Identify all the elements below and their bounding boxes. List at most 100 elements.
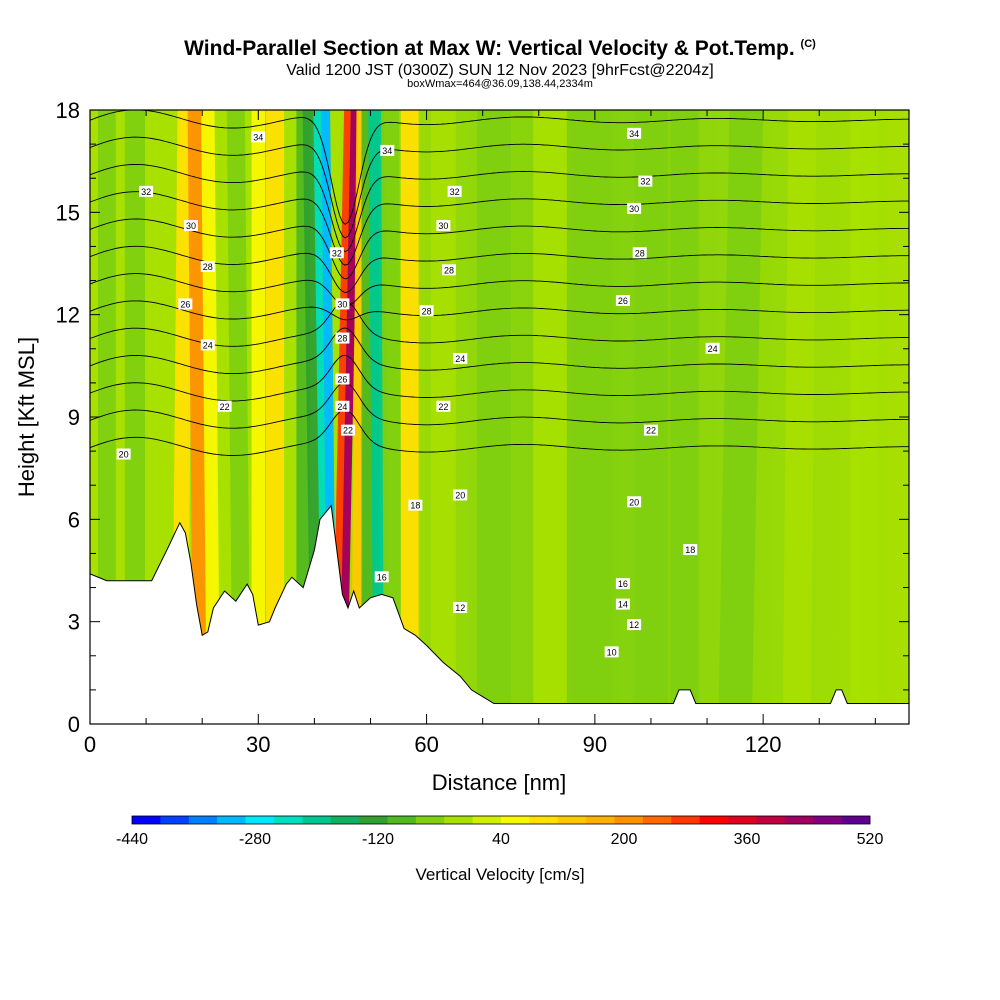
contour-label-24: 24 bbox=[200, 339, 215, 351]
contour-label-text: 32 bbox=[141, 187, 151, 197]
velocity-band bbox=[266, 110, 285, 724]
contour-label-text: 16 bbox=[377, 572, 387, 582]
colorbar-swatch bbox=[671, 816, 700, 824]
contour-label-bg bbox=[627, 202, 642, 214]
contour-label-12: 12 bbox=[453, 602, 468, 614]
colorbar-tick-label: -120 bbox=[362, 831, 394, 848]
contour-label-26: 26 bbox=[335, 373, 350, 385]
contour-label-18: 18 bbox=[683, 544, 698, 556]
contour-label-text: 18 bbox=[410, 501, 420, 511]
contour-label-bg bbox=[335, 332, 350, 344]
y-tick-label: 3 bbox=[68, 610, 80, 635]
y-tick-label: 12 bbox=[56, 303, 80, 328]
contour-label-34: 34 bbox=[380, 144, 395, 156]
colorbar-swatch bbox=[302, 816, 331, 824]
vertical-velocity-field bbox=[90, 110, 909, 724]
colorbar-swatch bbox=[188, 816, 218, 824]
contour-label-text: 12 bbox=[455, 603, 465, 613]
y-axis-tick-labels: 0 3 6 9 12 15 18 bbox=[56, 98, 80, 737]
chart-title: Wind-Parallel Section at Max W: Vertical… bbox=[0, 37, 1000, 61]
contour-label-22: 22 bbox=[217, 400, 232, 412]
contour-label-28: 28 bbox=[335, 332, 350, 344]
contour-label-28: 28 bbox=[419, 305, 434, 317]
contour-label-text: 24 bbox=[455, 354, 465, 364]
contour-label-bg bbox=[380, 144, 395, 156]
contour-theta-26 bbox=[90, 218, 909, 280]
colorbar-swatch bbox=[529, 816, 559, 824]
contour-label-bg bbox=[408, 499, 423, 511]
colorbar-swatch bbox=[217, 816, 246, 824]
contour-label-text: 22 bbox=[646, 426, 656, 436]
x-tick-label: 30 bbox=[246, 732, 270, 757]
contour-label-text: 28 bbox=[203, 262, 213, 272]
contour-label-22: 22 bbox=[341, 424, 356, 436]
x-axis-tick-labels: 0 30 60 90 120 bbox=[84, 732, 782, 757]
contour-label-text: 20 bbox=[119, 450, 129, 460]
contour-label-24: 24 bbox=[453, 353, 468, 365]
colorbar-tick-label: 200 bbox=[611, 831, 638, 848]
colorbar-swatch bbox=[784, 816, 814, 824]
contour-label-bg bbox=[178, 298, 193, 310]
contour-label-22: 22 bbox=[643, 424, 658, 436]
contour-label-text: 30 bbox=[337, 299, 347, 309]
contour-label-text: 20 bbox=[629, 497, 639, 507]
contour-label-bg bbox=[200, 339, 215, 351]
contour-label-bg bbox=[436, 400, 451, 412]
contour-label-32: 32 bbox=[329, 247, 344, 259]
contour-theta-30 bbox=[90, 163, 909, 253]
contour-label-bg bbox=[251, 131, 266, 143]
contour-label-text: 34 bbox=[629, 129, 639, 139]
velocity-band bbox=[339, 110, 359, 724]
colorbar-tick-label: 360 bbox=[734, 831, 761, 848]
contour-label-32: 32 bbox=[139, 185, 154, 197]
contour-label-text: 24 bbox=[708, 344, 718, 354]
contour-label-26: 26 bbox=[615, 295, 630, 307]
colorbar-frame bbox=[131, 815, 871, 825]
contour-label-28: 28 bbox=[442, 264, 457, 276]
contour-theta-22 bbox=[90, 273, 909, 307]
contour-label-bg bbox=[436, 219, 451, 231]
contour-label-text: 26 bbox=[618, 296, 628, 306]
x-tick-label: 60 bbox=[414, 732, 438, 757]
contour-label-text: 26 bbox=[180, 299, 190, 309]
colorbar-swatch bbox=[813, 816, 842, 824]
colorbar-swatch bbox=[586, 816, 615, 824]
colorbar-swatch bbox=[699, 816, 729, 824]
contour-label-bg bbox=[615, 598, 630, 610]
contour-label-bg bbox=[374, 571, 389, 583]
contour-label-24: 24 bbox=[335, 400, 350, 412]
contour-label-bg bbox=[453, 353, 468, 365]
colorbar-swatch bbox=[415, 816, 445, 824]
contour-label-12: 12 bbox=[627, 619, 642, 631]
colorbar-swatch bbox=[444, 816, 473, 824]
title-text: Wind-Parallel Section at Max W: Vertical… bbox=[184, 37, 795, 60]
colorbar-tick-label: -280 bbox=[239, 831, 271, 848]
velocity-band bbox=[251, 110, 265, 724]
contour-label-text: 14 bbox=[618, 600, 628, 610]
y-axis-label: Height [Kft MSL] bbox=[14, 337, 39, 497]
contour-label-bg bbox=[183, 219, 198, 231]
colorbar-swatch bbox=[359, 816, 388, 824]
contour-theta-32 bbox=[90, 136, 909, 239]
contour-label-text: 30 bbox=[186, 221, 196, 231]
contour-label-bg bbox=[335, 373, 350, 385]
contour-label-26: 26 bbox=[178, 298, 193, 310]
contour-theta-20 bbox=[90, 300, 909, 321]
contour-label-10: 10 bbox=[604, 646, 619, 658]
contour-theta-14 bbox=[90, 354, 909, 402]
contour-theta-28 bbox=[90, 191, 909, 266]
colorbar-tick-label: -440 bbox=[116, 831, 148, 848]
colorbar-swatch bbox=[472, 816, 502, 824]
contour-label-bg bbox=[453, 602, 468, 614]
contour-label-bg bbox=[335, 400, 350, 412]
velocity-band bbox=[400, 110, 419, 724]
contour-label-bg bbox=[604, 646, 619, 658]
contour-label-text: 34 bbox=[253, 132, 263, 142]
contour-label-14: 14 bbox=[615, 598, 630, 610]
contour-label-16: 16 bbox=[615, 578, 630, 590]
contour-label-bg bbox=[453, 489, 468, 501]
contour-theta-34 bbox=[90, 110, 909, 225]
contour-label-28: 28 bbox=[200, 260, 215, 272]
contour-label-bg bbox=[638, 175, 653, 187]
contour-theta-10 bbox=[90, 409, 909, 456]
